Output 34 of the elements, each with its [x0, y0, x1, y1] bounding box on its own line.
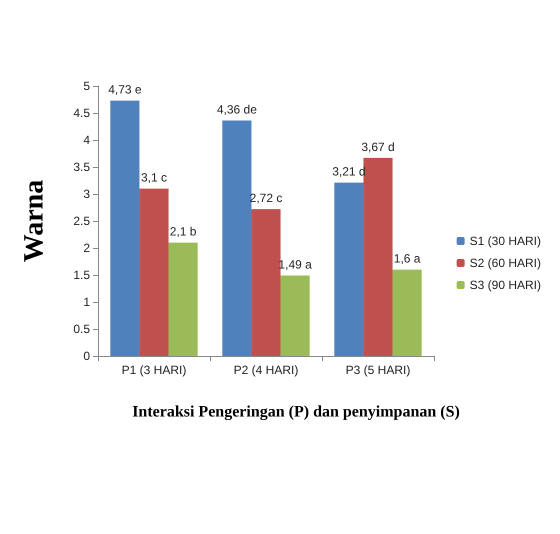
y-tick-label: 0.5 — [73, 322, 90, 336]
x-axis-title: Interaksi Pengeringan (P) dan penyimpanan (S) — [132, 404, 460, 420]
data-label: 4,73 e — [108, 82, 142, 97]
x-tick-label: P3 (5 HARI) — [346, 363, 410, 377]
data-label: 4,36 de — [216, 102, 258, 117]
y-tick-label: 3.5 — [73, 160, 90, 174]
bar — [363, 158, 393, 356]
bar — [139, 188, 169, 356]
x-tick-label: P1 (3 HARI) — [122, 363, 186, 377]
y-axis-title: Warna — [18, 180, 50, 262]
x-tick-label: P2 (4 HARI) — [234, 363, 298, 377]
y-tick-label: 2 — [83, 241, 90, 255]
y-tick-label: 2.5 — [73, 214, 90, 228]
y-tick-label: 4.5 — [73, 106, 90, 120]
legend-label: S1 (30 HARI) — [470, 234, 542, 248]
bar — [222, 120, 252, 356]
legend-label: S2 (60 HARI) — [470, 256, 542, 270]
bar — [280, 276, 310, 356]
legend-label: S3 (90 HARI) — [470, 278, 542, 292]
data-label: 1,6 a — [394, 252, 421, 266]
bar — [334, 182, 364, 356]
data-label: 3,67 d — [361, 140, 395, 154]
bar — [168, 242, 198, 356]
y-tick-label: 0 — [83, 349, 90, 363]
y-tick-label: 4 — [83, 133, 90, 147]
bar — [392, 270, 422, 356]
data-label: 3,1 c — [140, 170, 168, 185]
bar — [251, 209, 281, 356]
bar — [110, 100, 140, 356]
y-tick-label: 5 — [83, 79, 90, 93]
y-tick-label: 1 — [83, 295, 90, 309]
data-label: 2,1 b — [170, 224, 197, 239]
y-tick-label: 3 — [83, 187, 90, 201]
y-tick-label: 1.5 — [73, 268, 90, 282]
